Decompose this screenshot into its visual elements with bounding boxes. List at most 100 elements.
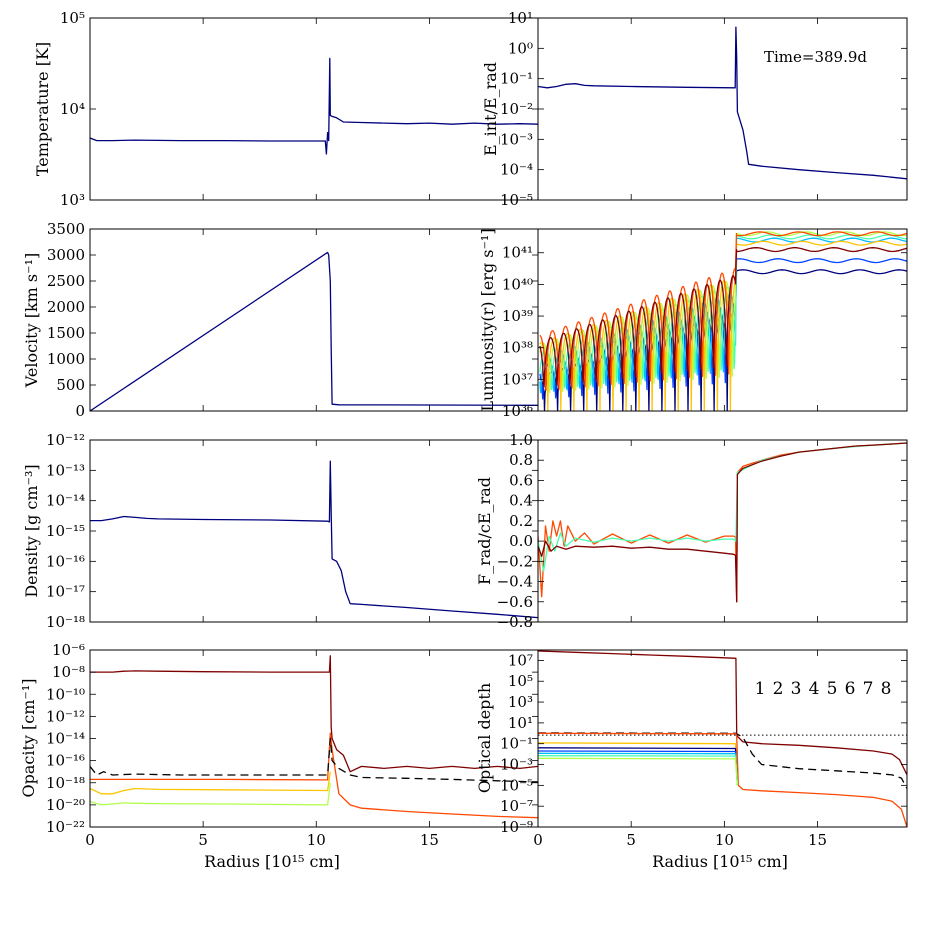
luminosity-ytick-label: 10⁴⁰ <box>502 275 533 293</box>
optical_depth-ytick-label: 10³ <box>508 693 533 711</box>
optical_depth-series-4 <box>538 755 739 786</box>
opacity-ytick-label: 10⁻¹⁴ <box>46 730 85 748</box>
opacity-frame <box>89 649 539 828</box>
legend-label-4: 4 <box>809 679 820 699</box>
panel-temperature: 10³ 10⁴ 10⁵ Temperature [K] Time=389.9d <box>33 9 867 209</box>
density-ytick-label: 10⁻¹⁴ <box>46 492 85 510</box>
velocity-ytick-label: 3000 <box>47 246 85 264</box>
luminosity-ytick-label: 10³⁸ <box>502 339 533 357</box>
luminosity-series <box>539 231 907 411</box>
temperature-ylabel: Temperature [K] <box>33 42 52 176</box>
density-series-density <box>90 460 538 619</box>
velocity-ytick-label: 3500 <box>47 220 85 238</box>
optical_depth-ytick-label: 10⁻¹ <box>500 735 533 753</box>
opacity-series-5 <box>90 782 331 806</box>
opacity-series <box>90 655 538 819</box>
temperature-ytick-label: 10⁴ <box>60 100 85 118</box>
panel-velocity: 0 500 1000 1500 2000 2500 3000 3500 Velocity [k… <box>22 220 539 420</box>
luminosity-ylabel: Luminosity(r) [erg s⁻¹] <box>478 228 497 411</box>
temperature-series-gas-temperature <box>90 57 538 155</box>
flux-ratio-y-ticks: −0.8 −0.6 −0.4 −0.2 0.0 0.2 0.4 0.6 0.8 1.0 <box>497 431 907 631</box>
optical_depth-xtick-label: 0 <box>533 831 543 849</box>
flux_ratio-ytick-label: 0.6 <box>509 471 533 489</box>
optical_depth-series-5 <box>538 757 739 786</box>
optical-depth-frame <box>537 649 908 828</box>
optical_depth-xtick-label: 10 <box>715 831 734 849</box>
flux_ratio-ytick-label: 0.2 <box>509 512 533 530</box>
flux-ratio-x-ticks <box>537 440 818 622</box>
luminosity-ytick-label: 10³⁶ <box>502 402 533 420</box>
optical_depth-xtick-label: 15 <box>808 831 827 849</box>
eint-erad-y-ticks: 10⁻⁵ 10⁻⁴ 10⁻³ 10⁻² 10⁻¹ 10⁰ 10¹ <box>500 9 907 209</box>
velocity-ylabel: Velocity [km s⁻¹] <box>22 253 41 388</box>
legend-label-7: 7 <box>863 679 874 699</box>
flux_ratio-ytick-label: 1.0 <box>509 431 533 449</box>
velocity-ytick-label: 1500 <box>47 324 85 342</box>
optical-depth-series <box>538 650 907 827</box>
luminosity-ytick-label: 10³⁹ <box>502 307 533 325</box>
opacity-xtick-label: 5 <box>198 831 208 849</box>
temperature-ytick-label: 10³ <box>60 191 85 209</box>
density-frame <box>89 439 539 623</box>
velocity-ytick-label: 2500 <box>47 272 85 290</box>
density-ytick-label: 10⁻¹⁷ <box>46 583 85 601</box>
optical_depth-ytick-label: 10⁻³ <box>500 756 533 774</box>
density-y-ticks: 10⁻¹⁸ 10⁻¹⁷ 10⁻¹⁶ 10⁻¹⁵ 10⁻¹⁴ 10⁻¹³ 10⁻¹² <box>46 431 538 631</box>
luminosity-series-7 <box>539 231 907 391</box>
luminosity-series-6 <box>539 240 907 411</box>
luminosity-ytick-label: 10⁴¹ <box>502 244 533 262</box>
velocity-x-ticks <box>89 229 430 411</box>
flux_ratio-ytick-label: −0.4 <box>497 573 533 591</box>
opacity-ytick-label: 10⁻⁸ <box>52 663 85 681</box>
legend-label-2: 2 <box>773 679 784 699</box>
luminosity-y-ticks: 10³⁶ 10³⁷ 10³⁸ 10³⁹ 10⁴⁰ 10⁴¹ <box>502 244 907 420</box>
luminosity-ytick-label: 10³⁷ <box>502 370 533 388</box>
optical-depth-y-ticks: 10⁻⁹ 10⁻⁷ 10⁻⁵ 10⁻³ 10⁻¹ 10¹ 10³ 10⁵ 10⁷ <box>500 651 907 836</box>
optical_depth-series-7 <box>538 732 907 827</box>
panel-flux-ratio: −0.8 −0.6 −0.4 −0.2 0.0 0.2 0.4 0.6 0.8 1.0 F_rad… <box>475 431 908 631</box>
optical_depth-series-8 <box>538 650 907 776</box>
legend-label-8: 8 <box>881 679 892 699</box>
flux_ratio-series-1-7 <box>538 442 907 603</box>
optical_depth-ytick-label: 10⁻⁵ <box>500 776 533 794</box>
velocity-y-ticks: 0 500 1000 1500 2000 2500 3000 3500 <box>47 220 538 420</box>
density-ytick-label: 10⁻¹⁸ <box>46 613 85 631</box>
density-ytick-label: 10⁻¹⁵ <box>46 522 85 540</box>
legend-label-1: 1 <box>755 679 766 699</box>
opacity-xtick-label: 10 <box>307 831 326 849</box>
optical_depth-ytick-label: 10⁻⁷ <box>500 797 533 815</box>
opacity-x-ticks: 0 5 10 15 <box>85 650 439 849</box>
optical_depth-ytick-label: 10⁻⁹ <box>500 818 533 836</box>
flux_ratio-series-8 <box>538 442 907 603</box>
optical_depth-xtick-label: 5 <box>626 831 636 849</box>
velocity-ytick-label: 1000 <box>47 350 85 368</box>
opacity-series-mean <box>90 737 538 783</box>
flux_ratio-series-4 <box>538 442 907 573</box>
optical-depth-ylabel: Optical depth <box>475 683 494 793</box>
opacity-ytick-label: 10⁻¹⁸ <box>46 774 85 792</box>
opacity-ytick-label: 10⁻⁶ <box>52 641 85 659</box>
velocity-ytick-label: 500 <box>56 376 85 394</box>
flux_ratio-ytick-label: 0.8 <box>509 451 533 469</box>
velocity-ytick-label: 0 <box>75 402 85 420</box>
luminosity-series-8 <box>539 247 907 388</box>
eint_erad-ytick-label: 10⁰ <box>508 39 533 57</box>
eint_erad-ytick-label: 10⁻⁴ <box>500 161 533 179</box>
eint_erad-ytick-label: 10¹ <box>508 9 533 27</box>
density-ytick-label: 10⁻¹³ <box>46 461 85 479</box>
velocity-ytick-label: 2000 <box>47 298 85 316</box>
temperature-series <box>90 57 538 155</box>
density-series <box>90 460 538 619</box>
temperature-x-ticks <box>89 18 430 200</box>
velocity-frame <box>89 228 539 412</box>
eint-erad-frame <box>537 17 908 201</box>
optical_depth-ytick-label: 10⁵ <box>508 672 533 690</box>
eint-erad-x-ticks <box>537 18 818 200</box>
opacity-series-6 <box>90 771 331 795</box>
optical_depth-ytick-label: 10⁷ <box>508 651 533 669</box>
opacity-ytick-label: 10⁻¹⁰ <box>46 685 85 703</box>
eint_erad-ytick-label: 10⁻³ <box>500 130 533 148</box>
flux_ratio-ytick-label: −0.6 <box>497 593 533 611</box>
